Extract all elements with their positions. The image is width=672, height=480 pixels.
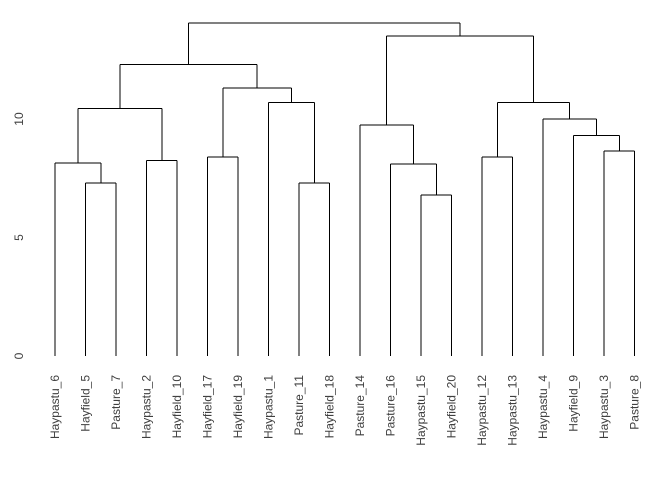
leaf-label: Hayfield_20 — [445, 375, 459, 439]
leaf-label: Hayfield_18 — [323, 375, 337, 439]
leaf-label: Pasture_8 — [628, 375, 642, 430]
leaf-label: Hayfield_5 — [79, 375, 93, 432]
cluster-tree-lines — [54, 22, 635, 356]
leaf-label: Hayfield_9 — [567, 375, 581, 432]
leaf-label: Pasture_7 — [109, 375, 123, 430]
y-tick-label: 0 — [12, 352, 26, 359]
leaf-label: Haypastu_4 — [536, 375, 550, 439]
y-tick-label: 5 — [12, 234, 26, 241]
leaf-label: Hayfield_19 — [231, 375, 245, 439]
y-tick-label: 10 — [12, 112, 26, 126]
y-axis: 0 5 10 — [12, 112, 26, 359]
leaf-label: Pasture_14 — [353, 375, 367, 437]
leaf-label: Haypastu_6 — [48, 375, 62, 439]
leaf-label: Haypastu_2 — [140, 375, 154, 439]
leaf-label: Haypastu_3 — [597, 375, 611, 439]
leaf-label: Haypastu_12 — [475, 375, 489, 446]
leaf-label: Haypastu_13 — [506, 375, 520, 446]
leaf-label: Haypastu_15 — [414, 375, 428, 446]
leaf-label: Hayfield_17 — [201, 375, 215, 439]
leaf-label: Pasture_11 — [292, 375, 306, 436]
leaf-label: Hayfield_10 — [170, 375, 184, 439]
leaf-label: Pasture_16 — [384, 375, 398, 437]
leaf-labels: Haypastu_6 Hayfield_5 Pasture_7 Haypastu_2 H… — [48, 375, 642, 446]
leaf-label: Haypastu_1 — [262, 375, 276, 439]
